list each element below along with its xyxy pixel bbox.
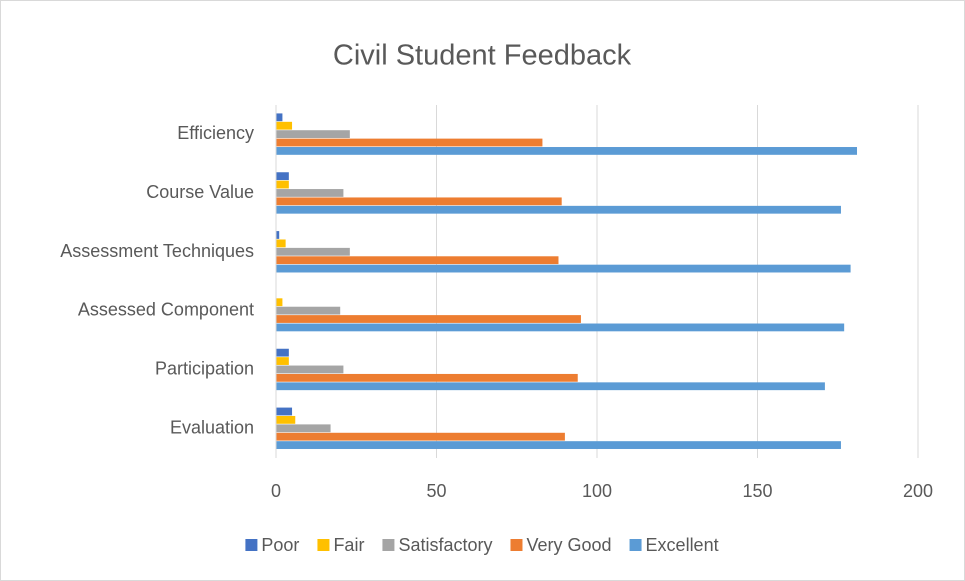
bar	[276, 138, 543, 147]
legend-label: Excellent	[646, 535, 719, 555]
bar	[276, 147, 858, 155]
bar	[276, 357, 289, 365]
legend-label: Fair	[333, 535, 364, 555]
x-tick-label: 0	[271, 481, 281, 501]
bar	[276, 205, 841, 214]
y-tick-label: Evaluation	[170, 417, 254, 437]
bar	[276, 298, 283, 307]
bar	[276, 348, 289, 357]
legend-swatch	[382, 539, 395, 551]
bar	[276, 407, 293, 416]
legend-label: Satisfactory	[398, 535, 492, 555]
bar	[276, 432, 565, 441]
bar	[276, 365, 344, 374]
y-tick-label: Course Value	[146, 182, 254, 202]
bar	[276, 197, 562, 206]
y-tick-label: Assessed Component	[78, 300, 254, 320]
bar	[276, 441, 841, 449]
legend-swatch	[317, 539, 330, 551]
chart-title: Civil Student Feedback	[333, 40, 632, 72]
bar	[276, 189, 344, 197]
legend-label: Poor	[261, 535, 299, 555]
x-tick-label: 200	[903, 481, 933, 501]
bar	[276, 121, 293, 130]
legend-swatch	[629, 539, 642, 551]
bar	[276, 264, 851, 273]
bar	[276, 373, 578, 382]
bar	[276, 239, 286, 248]
legend-swatch	[245, 539, 258, 551]
legend-label: Very Good	[526, 535, 611, 555]
bar	[276, 180, 289, 189]
bar	[276, 323, 845, 332]
y-tick-label: Participation	[155, 359, 254, 379]
y-tick-label: Efficiency	[177, 123, 254, 143]
x-tick-label: 100	[582, 481, 612, 501]
legend-swatch	[510, 539, 523, 551]
bar	[276, 424, 331, 433]
bar	[276, 231, 280, 239]
x-tick-label: 150	[742, 481, 772, 501]
bar	[276, 415, 296, 424]
bar	[276, 113, 283, 122]
bar	[276, 382, 825, 391]
bar	[276, 172, 289, 181]
bar	[276, 256, 559, 265]
bar	[276, 315, 581, 323]
x-tick-label: 50	[426, 481, 446, 501]
bar	[276, 130, 350, 139]
bar	[276, 247, 350, 256]
bar	[276, 306, 341, 315]
y-tick-label: Assessment Techniques	[60, 241, 254, 261]
